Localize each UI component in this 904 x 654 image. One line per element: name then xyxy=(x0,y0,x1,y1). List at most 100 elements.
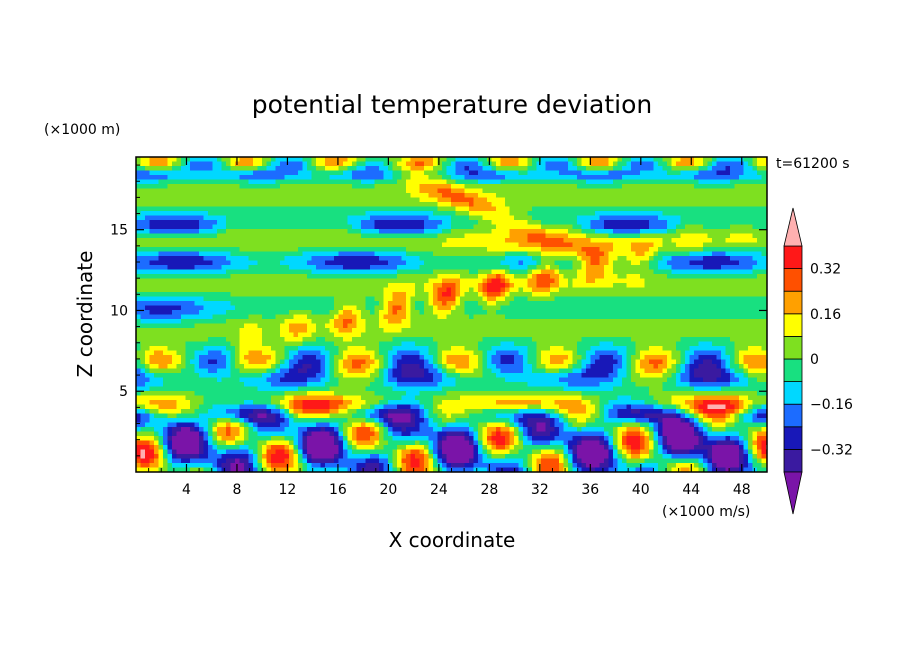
heatmap-cell xyxy=(199,170,204,175)
heatmap-cell xyxy=(460,188,465,193)
heatmap-cell xyxy=(388,220,393,225)
heatmap-cell xyxy=(149,256,154,261)
heatmap-cell xyxy=(649,229,654,234)
heatmap-cell xyxy=(509,175,514,180)
heatmap-cell xyxy=(469,184,474,189)
heatmap-cell xyxy=(752,278,757,283)
heatmap-cell xyxy=(149,287,154,292)
heatmap-cell xyxy=(518,256,523,261)
heatmap-cell xyxy=(140,251,145,256)
heatmap-cell xyxy=(581,211,586,216)
heatmap-cell xyxy=(235,184,240,189)
heatmap-cell xyxy=(496,184,501,189)
heatmap-cell xyxy=(190,305,195,310)
heatmap-cell xyxy=(568,179,573,184)
heatmap-cell xyxy=(419,215,424,220)
heatmap-cell xyxy=(365,157,370,162)
heatmap-cell xyxy=(658,251,663,256)
heatmap-cell xyxy=(563,269,568,274)
heatmap-cell xyxy=(212,193,217,198)
heatmap-cell xyxy=(563,292,568,297)
heatmap-cell xyxy=(217,247,222,252)
heatmap-cell xyxy=(676,166,681,171)
heatmap-cell xyxy=(181,188,186,193)
heatmap-cell xyxy=(230,305,235,310)
heatmap-cell xyxy=(622,193,627,198)
heatmap-cell xyxy=(752,211,757,216)
heatmap-cell xyxy=(199,283,204,288)
heatmap-cell xyxy=(244,251,249,256)
heatmap-cell xyxy=(626,287,631,292)
heatmap-cell xyxy=(757,215,762,220)
heatmap-cell xyxy=(617,292,622,297)
heatmap-cell xyxy=(523,283,528,288)
heatmap-cell xyxy=(257,170,262,175)
heatmap-cell xyxy=(235,292,240,297)
heatmap-cell xyxy=(298,278,303,283)
heatmap-cell xyxy=(464,166,469,171)
heatmap-cell xyxy=(329,310,334,315)
heatmap-cell xyxy=(446,247,451,252)
heatmap-cell xyxy=(424,247,429,252)
heatmap-cell xyxy=(338,292,343,297)
heatmap-cell xyxy=(500,161,505,166)
heatmap-cell xyxy=(631,184,636,189)
heatmap-cell xyxy=(613,197,618,202)
heatmap-cell xyxy=(230,278,235,283)
heatmap-cell xyxy=(428,256,433,261)
heatmap-cell xyxy=(505,184,510,189)
heatmap-cell xyxy=(154,170,159,175)
heatmap-cell xyxy=(761,296,766,301)
heatmap-cell xyxy=(190,175,195,180)
heatmap-cell xyxy=(743,233,748,238)
heatmap-cell xyxy=(208,166,213,171)
heatmap-cell xyxy=(433,211,438,216)
heatmap-cell xyxy=(500,229,505,234)
heatmap-cell xyxy=(334,215,339,220)
heatmap-cell xyxy=(235,238,240,243)
heatmap-cell xyxy=(154,166,159,171)
heatmap-cell xyxy=(181,193,186,198)
heatmap-cell xyxy=(383,188,388,193)
heatmap-cell xyxy=(689,301,694,306)
heatmap-cell xyxy=(613,170,618,175)
heatmap-cell xyxy=(365,256,370,261)
heatmap-cell xyxy=(712,260,717,265)
heatmap-cell xyxy=(181,233,186,238)
heatmap-cell xyxy=(752,274,757,279)
heatmap-cell xyxy=(239,170,244,175)
heatmap-cell xyxy=(716,202,721,207)
heatmap-cell xyxy=(280,292,285,297)
heatmap-cell xyxy=(694,305,699,310)
heatmap-cell xyxy=(568,310,573,315)
heatmap-cell xyxy=(568,193,573,198)
heatmap-cell xyxy=(221,166,226,171)
heatmap-cell xyxy=(190,220,195,225)
heatmap-cell xyxy=(518,242,523,247)
heatmap-cell xyxy=(347,193,352,198)
heatmap-cell xyxy=(586,301,591,306)
heatmap-cell xyxy=(680,238,685,243)
heatmap-cell xyxy=(239,283,244,288)
heatmap-cell xyxy=(424,310,429,315)
heatmap-cell xyxy=(523,175,528,180)
heatmap-cell xyxy=(433,161,438,166)
heatmap-cell xyxy=(734,211,739,216)
heatmap-cell xyxy=(226,224,231,229)
heatmap-cell xyxy=(190,224,195,229)
heatmap-cell xyxy=(689,274,694,279)
heatmap-cell xyxy=(406,233,411,238)
heatmap-cell xyxy=(370,314,375,319)
heatmap-cell xyxy=(406,310,411,315)
heatmap-cell xyxy=(739,292,744,297)
heatmap-cell xyxy=(460,220,465,225)
heatmap-cell xyxy=(469,202,474,207)
heatmap-cell xyxy=(671,260,676,265)
heatmap-cell xyxy=(707,238,712,243)
heatmap-cell xyxy=(275,283,280,288)
heatmap-cell xyxy=(392,269,397,274)
heatmap-cell xyxy=(541,161,546,166)
heatmap-cell xyxy=(194,157,199,162)
heatmap-cell xyxy=(361,157,366,162)
heatmap-cell xyxy=(185,265,190,270)
